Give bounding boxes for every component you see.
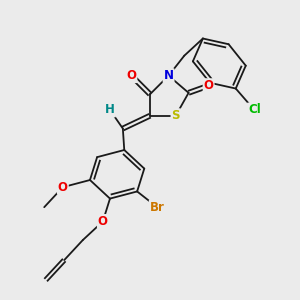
Text: N: N [164,69,174,82]
Text: O: O [126,69,136,82]
Text: Cl: Cl [248,103,261,116]
Text: O: O [98,215,108,228]
Text: O: O [58,181,68,194]
Text: Br: Br [150,201,165,214]
Text: H: H [105,103,115,116]
Text: S: S [172,109,180,122]
Text: O: O [204,79,214,92]
